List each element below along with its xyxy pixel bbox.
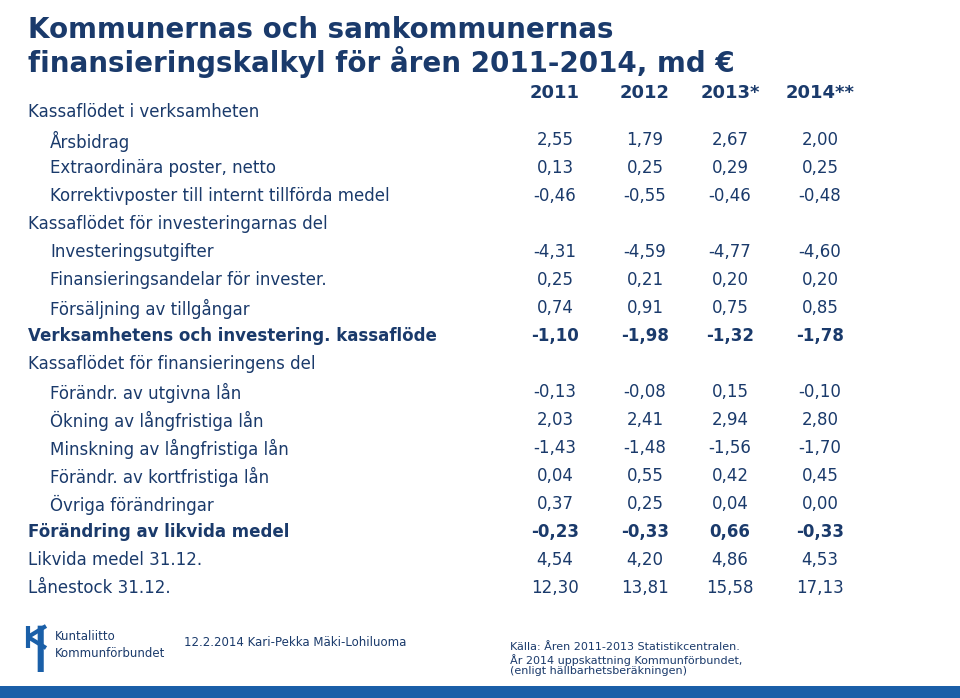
Text: 0,21: 0,21 xyxy=(627,271,663,289)
Text: 0,25: 0,25 xyxy=(537,271,573,289)
Text: Investeringsutgifter: Investeringsutgifter xyxy=(50,243,214,261)
Text: 2,80: 2,80 xyxy=(802,411,838,429)
Text: 0,91: 0,91 xyxy=(627,299,663,317)
Text: 4,86: 4,86 xyxy=(711,551,749,569)
Text: Förändr. av kortfristiga lån: Förändr. av kortfristiga lån xyxy=(50,467,269,487)
Text: 2,03: 2,03 xyxy=(537,411,573,429)
Text: -0,33: -0,33 xyxy=(621,523,669,541)
Text: -1,78: -1,78 xyxy=(796,327,844,345)
Text: 0,74: 0,74 xyxy=(537,299,573,317)
Text: 0,00: 0,00 xyxy=(802,495,838,513)
Text: -4,60: -4,60 xyxy=(799,243,841,261)
Text: 0,85: 0,85 xyxy=(802,299,838,317)
Text: -1,10: -1,10 xyxy=(531,327,579,345)
Text: 0,04: 0,04 xyxy=(537,467,573,485)
Text: 0,20: 0,20 xyxy=(711,271,749,289)
Text: Likvida medel 31.12.: Likvida medel 31.12. xyxy=(28,551,203,569)
Text: Korrektivposter till internt tillförda medel: Korrektivposter till internt tillförda m… xyxy=(50,187,390,205)
Text: 0,25: 0,25 xyxy=(802,159,838,177)
Text: -4,31: -4,31 xyxy=(534,243,577,261)
Text: 2014**: 2014** xyxy=(785,84,854,102)
Text: Lånestock 31.12.: Lånestock 31.12. xyxy=(28,579,171,597)
Text: -1,48: -1,48 xyxy=(624,439,666,457)
Text: Förändr. av utgivna lån: Förändr. av utgivna lån xyxy=(50,383,241,403)
Text: 0,04: 0,04 xyxy=(711,495,749,513)
Text: Ökning av långfristiga lån: Ökning av långfristiga lån xyxy=(50,411,263,431)
Text: Förändring av likvida medel: Förändring av likvida medel xyxy=(28,523,289,541)
Text: Minskning av långfristiga lån: Minskning av långfristiga lån xyxy=(50,439,289,459)
Text: 0,42: 0,42 xyxy=(711,467,749,485)
Text: Extraordinära poster, netto: Extraordinära poster, netto xyxy=(50,159,276,177)
Text: 17,13: 17,13 xyxy=(796,579,844,597)
Text: -1,43: -1,43 xyxy=(534,439,577,457)
Text: 2,67: 2,67 xyxy=(711,131,749,149)
Text: ┃: ┃ xyxy=(28,626,52,672)
Bar xyxy=(0,686,960,698)
Text: 1,79: 1,79 xyxy=(627,131,663,149)
Text: 0,66: 0,66 xyxy=(709,523,751,541)
Text: Årsbidrag: Årsbidrag xyxy=(50,131,131,152)
Text: 2,41: 2,41 xyxy=(627,411,663,429)
Text: 15,58: 15,58 xyxy=(707,579,754,597)
Text: 0,20: 0,20 xyxy=(802,271,838,289)
Text: Övriga förändringar: Övriga förändringar xyxy=(50,495,214,515)
Text: 13,81: 13,81 xyxy=(621,579,669,597)
Text: -1,98: -1,98 xyxy=(621,327,669,345)
Text: -4,77: -4,77 xyxy=(708,243,752,261)
Text: 0,55: 0,55 xyxy=(627,467,663,485)
Text: 4,20: 4,20 xyxy=(627,551,663,569)
Text: År 2014 uppskattning Kommunförbundet,: År 2014 uppskattning Kommunförbundet, xyxy=(510,654,742,666)
Text: -0,48: -0,48 xyxy=(799,187,841,205)
Text: Kommunernas och samkommunernas: Kommunernas och samkommunernas xyxy=(28,16,613,44)
Text: finansieringskalkyl för åren 2011-2014, md €: finansieringskalkyl för åren 2011-2014, … xyxy=(28,46,734,78)
Text: -1,70: -1,70 xyxy=(799,439,841,457)
Text: -1,56: -1,56 xyxy=(708,439,752,457)
Text: Kassaflödet i verksamheten: Kassaflödet i verksamheten xyxy=(28,103,259,121)
Text: 0,15: 0,15 xyxy=(711,383,749,401)
Text: Finansieringsandelar för invester.: Finansieringsandelar för invester. xyxy=(50,271,326,289)
Text: 0,25: 0,25 xyxy=(627,159,663,177)
Text: 0,37: 0,37 xyxy=(537,495,573,513)
Text: (enligt hällbarhetsberäkningen): (enligt hällbarhetsberäkningen) xyxy=(510,666,687,676)
Text: 12,30: 12,30 xyxy=(531,579,579,597)
Text: Kuntaliitto
Kommunförbundet: Kuntaliitto Kommunförbundet xyxy=(55,630,165,660)
Text: -0,33: -0,33 xyxy=(796,523,844,541)
Text: Kassaflödet för investeringarnas del: Kassaflödet för investeringarnas del xyxy=(28,215,327,233)
Text: 2,94: 2,94 xyxy=(711,411,749,429)
Text: -0,46: -0,46 xyxy=(534,187,576,205)
Text: 2012: 2012 xyxy=(620,84,670,102)
Text: 0,13: 0,13 xyxy=(537,159,573,177)
Text: -1,32: -1,32 xyxy=(706,327,754,345)
Text: 0,45: 0,45 xyxy=(802,467,838,485)
Text: 4,53: 4,53 xyxy=(802,551,838,569)
Text: -0,23: -0,23 xyxy=(531,523,579,541)
Text: 0,25: 0,25 xyxy=(627,495,663,513)
Text: 2,55: 2,55 xyxy=(537,131,573,149)
Text: 2,00: 2,00 xyxy=(802,131,838,149)
Text: -0,55: -0,55 xyxy=(624,187,666,205)
Text: Försäljning av tillgångar: Försäljning av tillgångar xyxy=(50,299,250,319)
Text: -0,13: -0,13 xyxy=(534,383,577,401)
Text: 4,54: 4,54 xyxy=(537,551,573,569)
Text: Verksamhetens och investering. kassaflöde: Verksamhetens och investering. kassaflöd… xyxy=(28,327,437,345)
Text: 2011: 2011 xyxy=(530,84,580,102)
Text: -0,08: -0,08 xyxy=(624,383,666,401)
Text: 12.2.2014 Kari-Pekka Mäki-Lohiluoma: 12.2.2014 Kari-Pekka Mäki-Lohiluoma xyxy=(183,636,406,649)
Text: 0,75: 0,75 xyxy=(711,299,749,317)
Text: 0,29: 0,29 xyxy=(711,159,749,177)
Text: Källa: Åren 2011-2013 Statistikcentralen.: Källa: Åren 2011-2013 Statistikcentralen… xyxy=(510,642,740,652)
Text: -4,59: -4,59 xyxy=(624,243,666,261)
Text: 2013*: 2013* xyxy=(700,84,759,102)
Text: -0,10: -0,10 xyxy=(799,383,841,401)
Text: -0,46: -0,46 xyxy=(708,187,752,205)
Text: Kassaflödet för finansieringens del: Kassaflödet för finansieringens del xyxy=(28,355,316,373)
